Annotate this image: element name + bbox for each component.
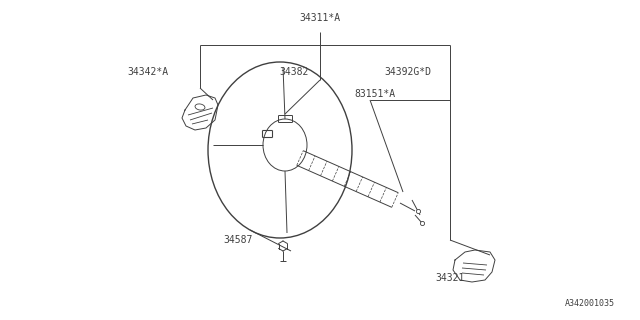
Text: 34587: 34587 (223, 235, 253, 245)
Text: 83151*A: 83151*A (355, 89, 396, 99)
Text: 34392G*D: 34392G*D (385, 67, 431, 77)
Text: 34342*A: 34342*A (127, 67, 168, 77)
Text: 34382: 34382 (279, 67, 308, 77)
Text: A342001035: A342001035 (565, 300, 615, 308)
Text: 34321: 34321 (435, 273, 465, 283)
Text: 34311*A: 34311*A (300, 13, 340, 23)
